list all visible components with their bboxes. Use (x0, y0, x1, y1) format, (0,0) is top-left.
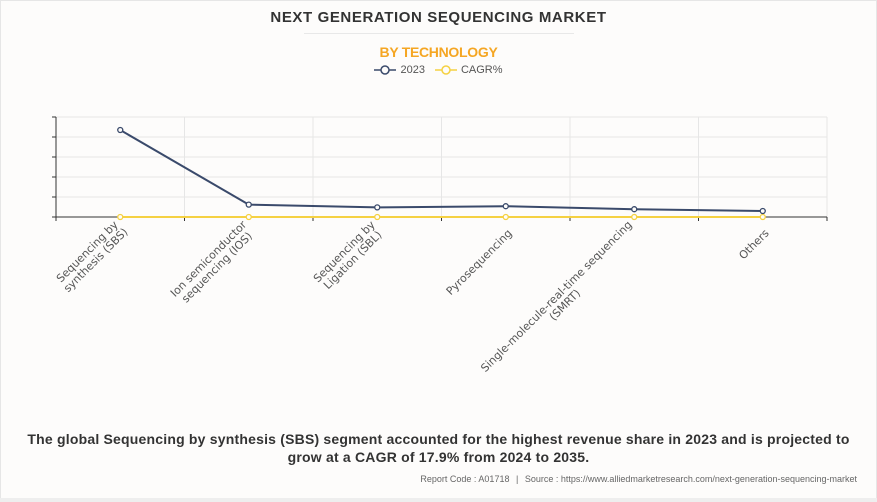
data-point-2023[interactable] (374, 204, 381, 211)
chart-legend: 2023 CAGR% (0, 64, 877, 76)
data-point-2023[interactable] (117, 126, 124, 134)
x-tick-label-line: Others (736, 227, 772, 263)
summary-text: The global Sequencing by synthesis (SBS)… (27, 431, 850, 465)
report-code: Report Code : A01718 (420, 474, 510, 484)
data-point-2023[interactable] (502, 203, 509, 210)
grid-lines (55, 116, 828, 218)
data-point-2023[interactable] (759, 207, 766, 215)
x-axis-labels: Sequencing bysynthesis (SBS) Ion semicond… (53, 217, 772, 375)
series-line-2023 (119, 129, 763, 212)
title-divider (304, 33, 574, 34)
legend-marker-cagr-icon (434, 65, 457, 75)
data-point-2023[interactable] (631, 206, 638, 213)
data-point-cagr[interactable] (502, 213, 509, 221)
legend-label-cagr: CAGR% (460, 64, 503, 76)
chart-title: NEXT GENERATION SEQUENCING MARKET (270, 9, 607, 26)
x-tick-label: Others (736, 227, 772, 263)
line-chart: Sequencing bysynthesis (SBS) Ion semicond… (52, 116, 828, 375)
axes (52, 116, 828, 221)
x-tick-label: Pyrosequencing (444, 227, 515, 298)
x-tick-label: Sequencing bysynthesis (SBS) (53, 217, 131, 295)
data-point-cagr[interactable] (374, 213, 381, 221)
x-tick-label: Ion semiconductorsequencing (IOS) (168, 218, 258, 308)
x-tick-label-line: Pyrosequencing (444, 227, 515, 298)
chart-subtitle: BY TECHNOLOGY (379, 44, 498, 60)
source-link[interactable]: Source : https://www.alliedmarketresearc… (524, 474, 857, 484)
data-point-cagr[interactable] (245, 213, 252, 221)
series-layer (117, 126, 766, 221)
footer: Report Code : A01718 | Source : https://… (420, 474, 857, 484)
data-point-2023[interactable] (245, 201, 252, 208)
legend-marker-2023-icon (374, 65, 397, 75)
footer-separator: | (515, 474, 519, 484)
bottom-border (0, 498, 877, 502)
legend-label-2023: 2023 (400, 64, 425, 76)
data-point-cagr[interactable] (759, 213, 766, 221)
x-tick-label-line: Ion semiconductor (168, 218, 250, 300)
x-tick-label: Sequencing byLigation (SBL) (311, 218, 387, 294)
data-point-cagr[interactable] (631, 213, 638, 221)
legend-item-cagr[interactable]: CAGR% (434, 64, 503, 76)
legend-item-2023[interactable]: 2023 (374, 64, 425, 76)
data-point-cagr[interactable] (117, 213, 124, 221)
